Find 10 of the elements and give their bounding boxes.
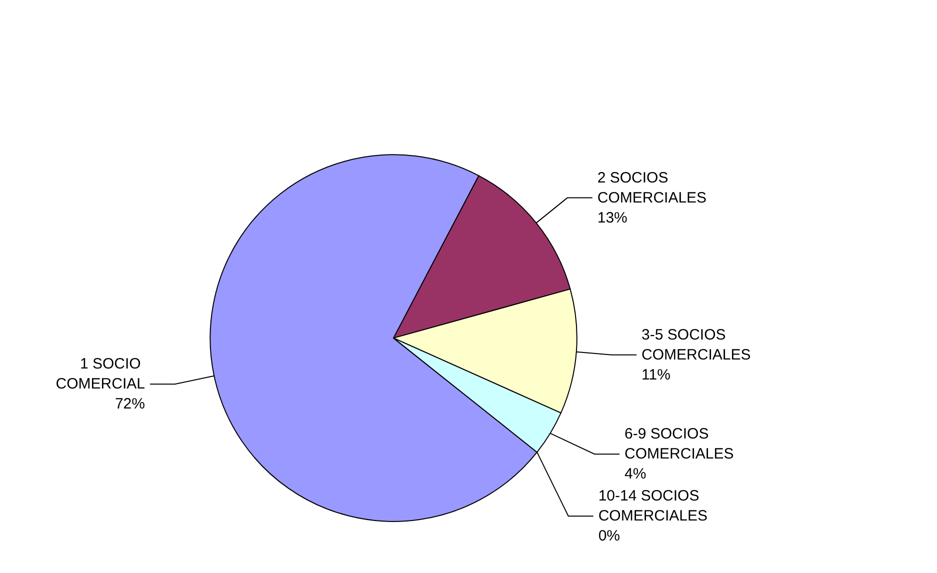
category-label: 10-14 SOCIOS COMERCIALES [598,488,708,525]
data-label: 72% [114,396,145,413]
slice-label: 2 SOCIOS COMERCIALES [597,169,707,206]
slice-label: 1 SOCIO COMERCIAL [56,356,145,393]
data-label: 13% [597,209,628,226]
data-label: 11% [642,366,670,384]
slice-label: 6-9 SOCIOS COMERCIALES [624,426,734,463]
slice-label: 3-5 SOCIOS COMERCIALES [642,326,751,364]
data-label: 4% [624,466,646,483]
text: 0% [598,528,620,545]
